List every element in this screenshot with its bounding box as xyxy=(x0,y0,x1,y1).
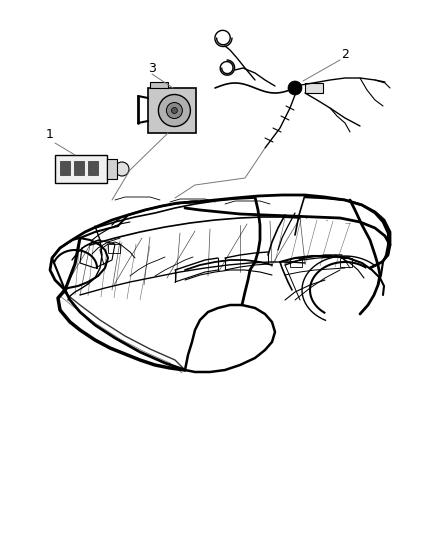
Bar xyxy=(290,258,302,267)
Circle shape xyxy=(159,94,191,126)
Bar xyxy=(150,82,168,88)
Circle shape xyxy=(288,81,302,95)
Bar xyxy=(340,258,352,267)
Bar xyxy=(74,161,84,175)
Bar xyxy=(55,155,107,183)
Circle shape xyxy=(166,102,182,118)
Circle shape xyxy=(115,162,129,176)
Bar xyxy=(305,83,323,93)
Bar xyxy=(107,159,117,179)
Bar xyxy=(88,161,98,175)
Text: 3: 3 xyxy=(148,61,156,75)
Bar xyxy=(60,161,70,175)
Text: 2: 2 xyxy=(341,49,349,61)
Circle shape xyxy=(171,108,177,114)
Text: 1: 1 xyxy=(46,128,54,141)
Bar xyxy=(148,88,196,133)
Bar xyxy=(108,244,120,253)
